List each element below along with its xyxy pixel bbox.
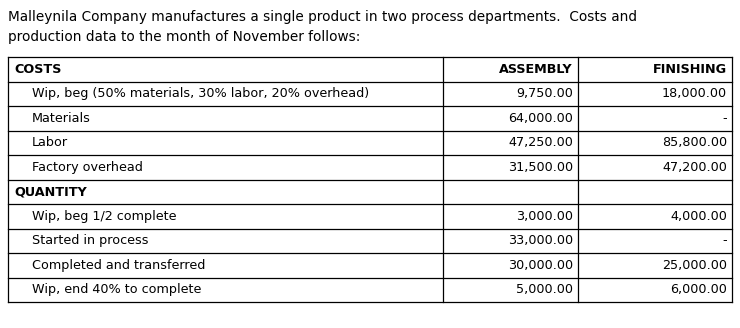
Text: Completed and transferred: Completed and transferred bbox=[32, 259, 206, 272]
Text: 31,500.00: 31,500.00 bbox=[508, 161, 573, 174]
Text: COSTS: COSTS bbox=[14, 63, 61, 76]
Text: Materials: Materials bbox=[32, 112, 91, 125]
Text: Malleynila Company manufactures a single product in two process departments.  Co: Malleynila Company manufactures a single… bbox=[8, 10, 637, 24]
Text: 30,000.00: 30,000.00 bbox=[508, 259, 573, 272]
Text: Wip, end 40% to complete: Wip, end 40% to complete bbox=[32, 283, 201, 296]
Text: 18,000.00: 18,000.00 bbox=[662, 87, 727, 100]
Text: 47,250.00: 47,250.00 bbox=[508, 136, 573, 149]
Text: FINISHING: FINISHING bbox=[653, 63, 727, 76]
Text: -: - bbox=[722, 234, 727, 247]
Text: Started in process: Started in process bbox=[32, 234, 149, 247]
Text: Labor: Labor bbox=[32, 136, 68, 149]
Text: -: - bbox=[722, 112, 727, 125]
Text: 85,800.00: 85,800.00 bbox=[662, 136, 727, 149]
Text: Factory overhead: Factory overhead bbox=[32, 161, 143, 174]
Text: 6,000.00: 6,000.00 bbox=[670, 283, 727, 296]
Text: 9,750.00: 9,750.00 bbox=[516, 87, 573, 100]
Text: production data to the month of November follows:: production data to the month of November… bbox=[8, 30, 360, 44]
Text: 47,200.00: 47,200.00 bbox=[662, 161, 727, 174]
Text: 64,000.00: 64,000.00 bbox=[508, 112, 573, 125]
Text: 25,000.00: 25,000.00 bbox=[662, 259, 727, 272]
Text: 33,000.00: 33,000.00 bbox=[508, 234, 573, 247]
Text: ASSEMBLY: ASSEMBLY bbox=[500, 63, 573, 76]
Text: 4,000.00: 4,000.00 bbox=[670, 210, 727, 223]
Text: 3,000.00: 3,000.00 bbox=[516, 210, 573, 223]
Text: QUANTITY: QUANTITY bbox=[14, 185, 87, 198]
Text: 5,000.00: 5,000.00 bbox=[516, 283, 573, 296]
Text: Wip, beg 1/2 complete: Wip, beg 1/2 complete bbox=[32, 210, 177, 223]
Text: Wip, beg (50% materials, 30% labor, 20% overhead): Wip, beg (50% materials, 30% labor, 20% … bbox=[32, 87, 369, 100]
